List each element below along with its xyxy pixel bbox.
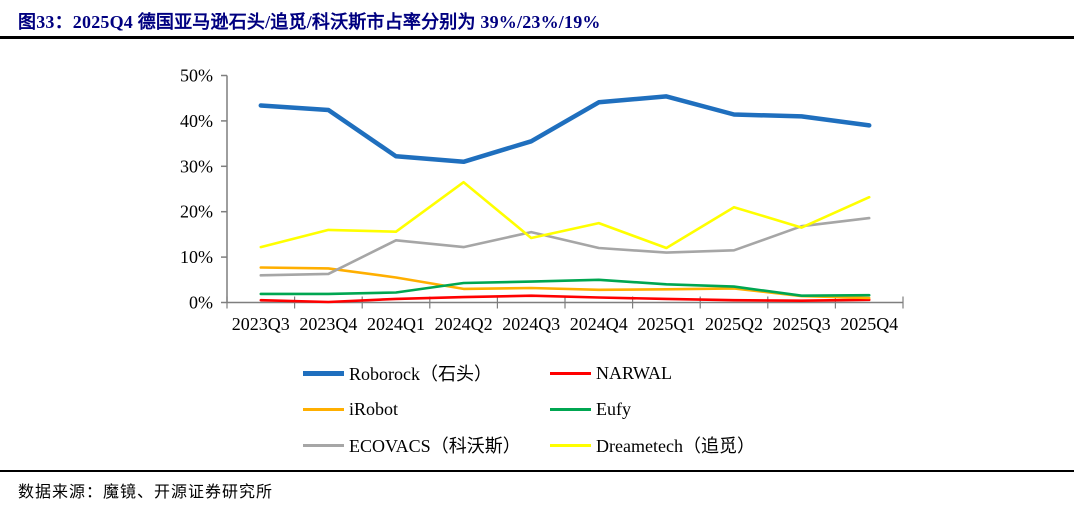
x-axis-tick-label: 2024Q3 (502, 314, 560, 334)
ecovacs-line-swatch (303, 443, 344, 447)
legend-label-narwal: NARWAL (596, 362, 672, 383)
legend-row: Roborock（石头） NARWAL (303, 355, 823, 391)
y-axis-tick-label: 30% (180, 156, 213, 176)
legend-label-irobot: iRobot (349, 398, 399, 419)
x-axis-tick-label: 2025Q3 (773, 314, 831, 334)
x-axis-tick-label: 2025Q2 (705, 314, 763, 334)
x-axis-tick-label: 2024Q1 (367, 314, 425, 334)
roborock-line-swatch (303, 370, 344, 376)
legend-label-roborock: Roborock（石头） (349, 364, 492, 384)
irobot-line-swatch (303, 407, 344, 411)
narwal-line-swatch (550, 371, 591, 375)
y-axis-tick-label: 0% (189, 293, 213, 313)
footer-divider (0, 470, 1074, 472)
series-line-3 (259, 278, 871, 298)
y-axis-tick-label: 20% (180, 202, 213, 222)
x-axis-tick-label: 2025Q1 (637, 314, 695, 334)
legend-item-irobot: iRobot (303, 399, 550, 420)
series-line-5 (259, 180, 871, 250)
y-axis-tick-label: 50% (180, 66, 213, 86)
series-line-0 (258, 94, 872, 165)
chart-legend: Roborock（石头） NARWAL iRobot Eufy ECOVACS（… (303, 355, 823, 463)
legend-item-narwal: NARWAL (550, 363, 672, 384)
legend-item-dreametech: Dreametech（追觅） (550, 432, 755, 458)
legend-label-dreametech: Dreametech（追觅） (596, 436, 755, 456)
x-axis-tick-label: 2025Q4 (840, 314, 898, 334)
line-chart: 0% 10% 20% 30% 40% 50% 2023Q3 2023Q4 2024Q1 2024Q… (180, 66, 904, 334)
x-axis-tick-label: 2023Q3 (232, 314, 290, 334)
data-source-note: 数据来源：魔镜、开源证券研究所 (18, 484, 274, 501)
title-divider (0, 36, 1074, 39)
x-axis-tick-label: 2023Q4 (299, 314, 357, 334)
x-axis-tick-label: 2024Q2 (435, 314, 493, 334)
eufy-line-swatch (550, 407, 591, 411)
legend-item-ecovacs: ECOVACS（科沃斯） (303, 432, 550, 458)
legend-row: ECOVACS（科沃斯） Dreametech（追觅） (303, 427, 823, 463)
legend-label-eufy: Eufy (596, 398, 631, 419)
x-axis-tick-label: 2024Q4 (570, 314, 628, 334)
figure-title: 图33：2025Q4 德国亚马逊石头/追觅/科沃斯市占率分别为 39%/23%/… (18, 12, 601, 32)
y-axis-tick-label: 10% (180, 247, 213, 267)
series-line-1 (259, 294, 871, 304)
legend-item-roborock: Roborock（石头） (303, 360, 550, 386)
y-axis-tick-label: 40% (180, 111, 213, 131)
legend-row: iRobot Eufy (303, 391, 823, 427)
legend-label-ecovacs: ECOVACS（科沃斯） (349, 436, 521, 456)
dreametech-line-swatch (550, 443, 591, 447)
series-line-4 (259, 216, 871, 277)
legend-item-eufy: Eufy (550, 399, 631, 420)
